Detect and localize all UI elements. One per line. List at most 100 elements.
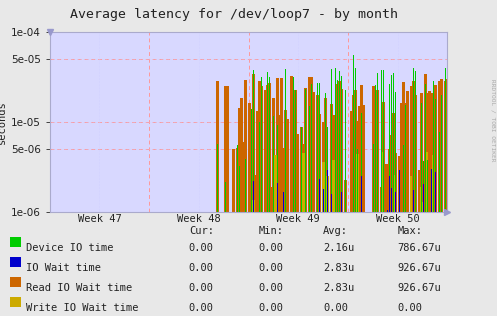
Bar (302, 153, 305, 316)
Bar (256, 111, 259, 316)
Text: 2.83u: 2.83u (323, 283, 354, 293)
Bar (283, 192, 284, 316)
Bar (322, 122, 325, 316)
Bar (373, 143, 374, 316)
Bar (324, 99, 327, 316)
Bar (274, 161, 277, 316)
Text: Max:: Max: (398, 226, 422, 236)
Bar (282, 148, 285, 316)
Bar (332, 115, 335, 316)
Bar (361, 112, 362, 316)
Bar (292, 125, 295, 316)
Text: 0.00: 0.00 (189, 243, 214, 253)
Bar (404, 103, 407, 316)
Bar (300, 127, 303, 316)
Bar (340, 89, 343, 316)
Bar (374, 104, 377, 316)
Bar (390, 136, 393, 316)
Bar (244, 80, 247, 316)
Bar (251, 109, 252, 316)
Bar (339, 71, 340, 316)
Bar (410, 176, 413, 316)
Bar (318, 114, 321, 316)
Text: 0.00: 0.00 (189, 303, 214, 313)
Bar (278, 115, 281, 316)
Bar (395, 192, 396, 316)
Bar (435, 173, 436, 316)
Text: 0.00: 0.00 (258, 243, 283, 253)
Text: 0.00: 0.00 (258, 283, 283, 293)
Text: IO Wait time: IO Wait time (26, 263, 101, 273)
Bar (317, 83, 318, 316)
Bar (260, 86, 263, 316)
Bar (438, 81, 441, 316)
Bar (350, 111, 353, 316)
Bar (224, 86, 227, 316)
Bar (382, 152, 385, 316)
Bar (293, 77, 294, 316)
Bar (382, 102, 385, 316)
Bar (304, 88, 307, 316)
Text: 0.00: 0.00 (323, 303, 348, 313)
Bar (264, 90, 267, 316)
Bar (311, 84, 312, 316)
Text: Min:: Min: (258, 226, 283, 236)
Bar (435, 99, 436, 316)
Bar (422, 202, 424, 316)
Bar (353, 55, 354, 316)
Bar (372, 86, 375, 316)
Bar (272, 98, 275, 316)
Bar (323, 189, 324, 316)
Bar (394, 153, 397, 316)
Bar (240, 98, 243, 316)
Bar (290, 76, 293, 316)
Bar (319, 83, 320, 316)
Bar (337, 81, 338, 316)
Bar (375, 85, 376, 316)
Bar (341, 76, 342, 316)
Bar (301, 127, 302, 316)
Bar (355, 68, 356, 316)
Bar (236, 149, 239, 316)
Bar (424, 74, 427, 316)
Text: Average latency for /dev/loop7 - by month: Average latency for /dev/loop7 - by mont… (70, 8, 398, 21)
Bar (388, 149, 391, 316)
Bar (354, 90, 357, 316)
Bar (327, 176, 329, 316)
Bar (410, 86, 413, 316)
Bar (232, 149, 235, 316)
Bar (398, 156, 401, 316)
Bar (427, 160, 428, 316)
Bar (237, 145, 238, 316)
Bar (273, 116, 274, 316)
Bar (280, 78, 283, 316)
Text: Device IO time: Device IO time (26, 243, 113, 253)
Bar (428, 91, 431, 316)
Bar (217, 144, 218, 316)
Bar (389, 84, 390, 316)
Text: Write IO Wait time: Write IO Wait time (26, 303, 138, 313)
Text: 0.00: 0.00 (398, 303, 422, 313)
Bar (295, 90, 296, 316)
Bar (377, 73, 378, 316)
Bar (327, 170, 328, 316)
Text: 926.67u: 926.67u (398, 283, 441, 293)
Bar (413, 68, 414, 316)
Bar (422, 198, 425, 316)
Bar (267, 72, 268, 316)
Bar (309, 106, 310, 316)
Bar (414, 71, 416, 316)
Bar (294, 90, 297, 316)
Bar (334, 155, 337, 316)
Bar (327, 127, 328, 316)
Bar (426, 152, 428, 316)
Bar (332, 160, 334, 316)
Bar (270, 187, 273, 316)
Bar (392, 113, 395, 316)
Bar (250, 123, 253, 316)
Bar (305, 89, 306, 316)
Bar (394, 175, 397, 316)
Bar (336, 84, 339, 316)
Bar (420, 187, 422, 316)
Bar (338, 81, 341, 316)
